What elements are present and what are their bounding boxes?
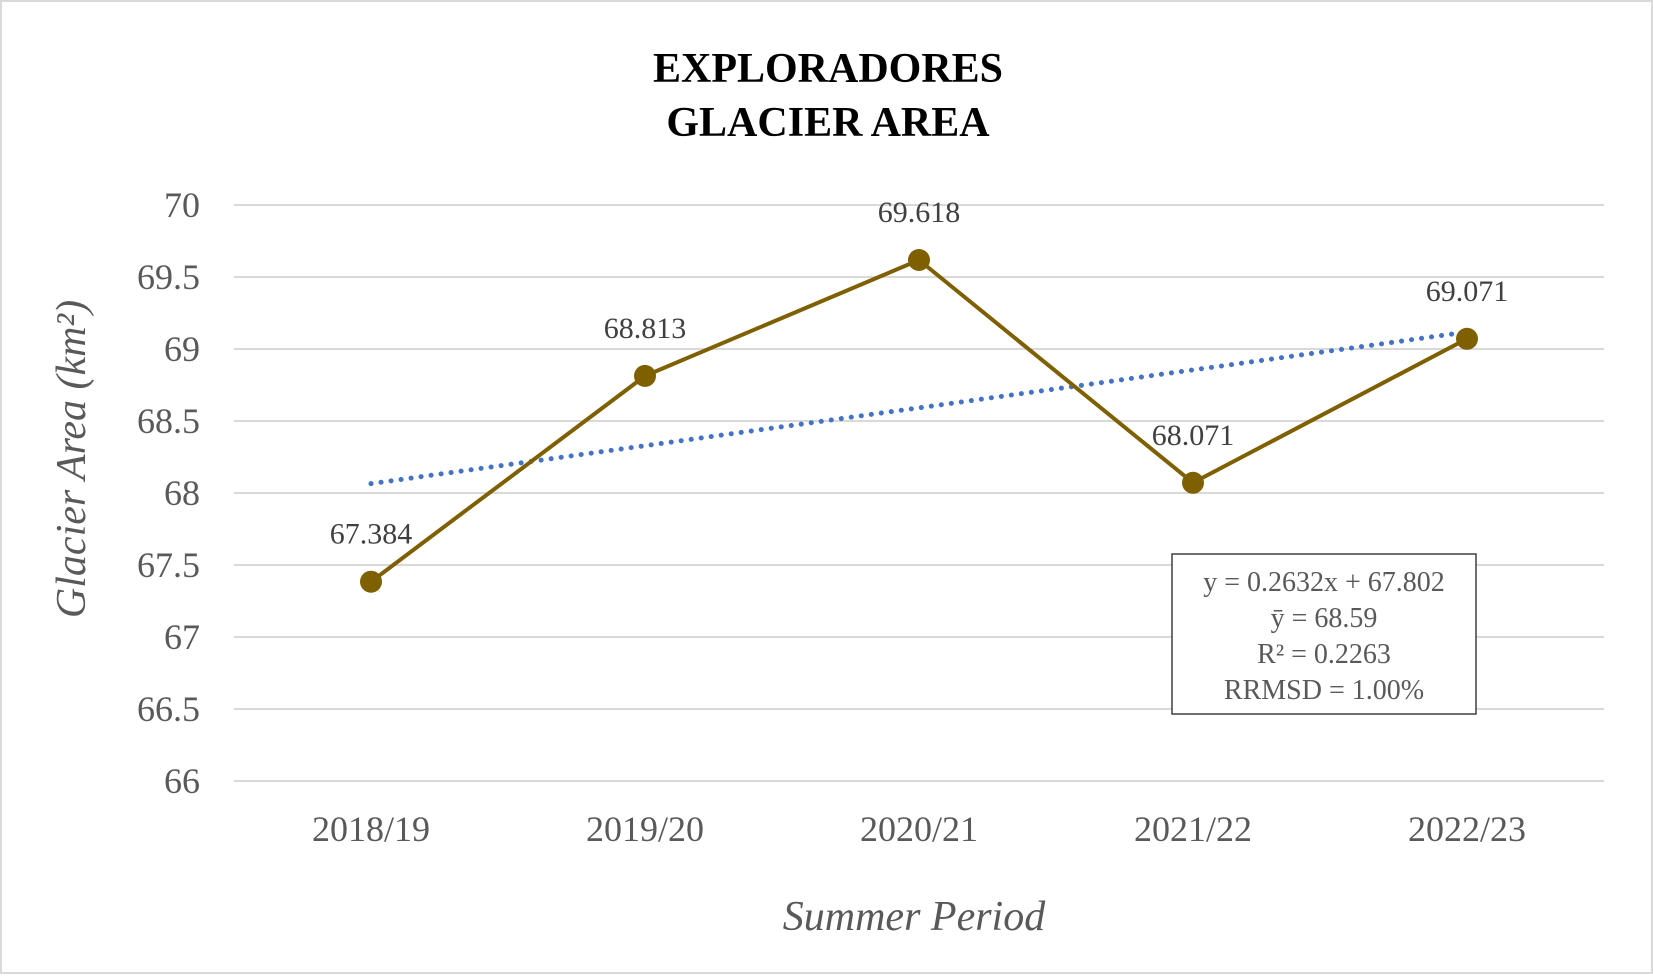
y-axis-ticks: 66 66.5 67 67.5 68 68.5 69 69.5 70: [137, 185, 200, 801]
y-tick-label: 66: [164, 761, 200, 801]
data-point: [1456, 327, 1478, 350]
data-point: [360, 570, 382, 593]
x-tick-label: 2020/21: [860, 809, 978, 849]
data-label: 69.071: [1426, 275, 1509, 308]
stats-rrmsd: RRMSD = 1.00%: [1224, 675, 1424, 706]
series-layer: [360, 249, 1478, 593]
regression-stats-box: y = 0.2632x + 67.802 ȳ = 68.59 R² = 0.22…: [1171, 553, 1477, 715]
data-label: 67.384: [330, 518, 413, 551]
data-point: [1182, 471, 1204, 494]
y-tick-label: 66.5: [137, 689, 200, 729]
stats-box-border: [1171, 553, 1477, 715]
x-tick-label: 2021/22: [1134, 809, 1252, 849]
y-tick-label: 67: [164, 617, 200, 657]
gridlines: [234, 204, 1604, 782]
x-tick-label: 2018/19: [312, 809, 430, 849]
data-point: [908, 249, 930, 272]
data-labels: 67.384 68.813 69.618 68.071 69.071: [330, 196, 1509, 551]
trendline-layer: [368, 329, 1470, 487]
x-tick-label: 2019/20: [586, 809, 704, 849]
x-axis-label: Summer Period: [783, 894, 1046, 940]
y-tick-label: 68.5: [137, 401, 200, 441]
trendline: [368, 329, 1470, 487]
chart-title-line-2: GLACIER AREA: [666, 100, 990, 146]
x-tick-label: 2022/23: [1408, 809, 1526, 849]
data-label: 68.071: [1152, 419, 1235, 452]
y-tick-label: 68: [164, 473, 200, 513]
y-tick-label: 69: [164, 329, 200, 369]
data-label: 69.618: [878, 196, 961, 229]
stats-equation: y = 0.2632x + 67.802: [1203, 567, 1445, 598]
y-tick-label: 69.5: [137, 257, 200, 297]
y-tick-label: 67.5: [137, 545, 200, 585]
x-axis-ticks: 2018/19 2019/20 2020/21 2021/22 2022/23: [312, 809, 1526, 849]
y-axis-label: Glacier Area (km²): [49, 300, 95, 618]
data-label: 68.813: [604, 312, 687, 345]
chart-title-line-1: EXPLORADORES: [653, 46, 1003, 92]
data-point: [634, 364, 656, 387]
stats-r-squared: R² = 0.2263: [1257, 639, 1391, 670]
y-tick-label: 70: [164, 185, 200, 225]
stats-mean: ȳ = 68.59: [1271, 603, 1378, 634]
